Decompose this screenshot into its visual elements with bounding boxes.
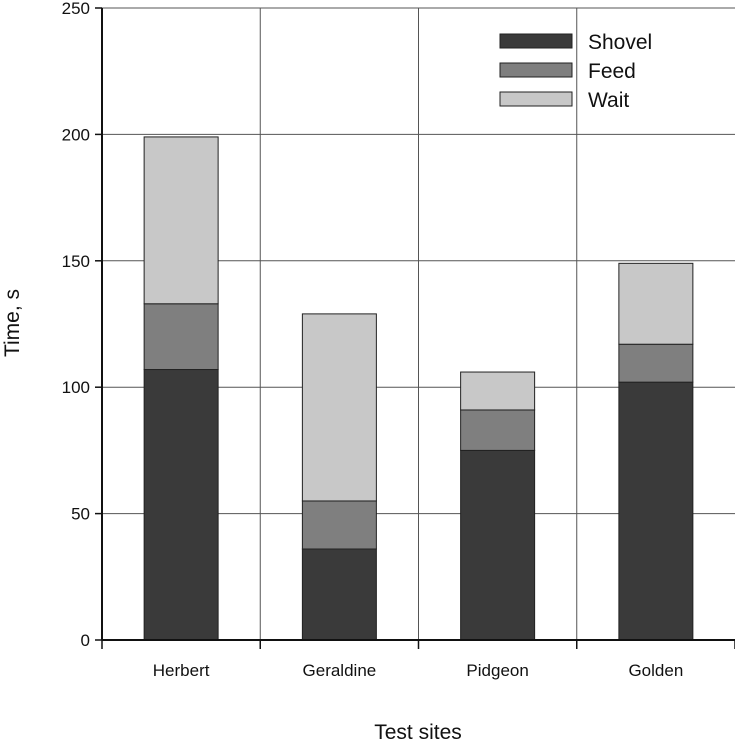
legend-label-wait: Wait	[588, 89, 629, 112]
bar-feed-pidgeon	[460, 409, 536, 451]
y-tick-label: 100	[62, 378, 90, 397]
y-tick-label: 50	[71, 505, 90, 524]
bar-wait-golden	[618, 262, 694, 345]
legend-label-shovel: Shovel	[588, 31, 652, 54]
y-tick-labels: 0 50 100 150 200 250	[62, 0, 90, 650]
bar-shovel-golden	[618, 381, 694, 641]
x-category-label: Pidgeon	[466, 661, 528, 680]
bar-feed-geraldine	[301, 500, 377, 550]
legend-label-feed: Feed	[588, 60, 636, 83]
bar-shovel-pidgeon	[460, 449, 536, 641]
bar-wait-pidgeon	[460, 371, 536, 411]
bar-feed-herbert	[143, 303, 219, 371]
legend-swatch-shovel	[499, 33, 573, 49]
x-axis-title: Test sites	[374, 721, 462, 742]
legend: Shovel Feed Wait	[499, 31, 652, 112]
y-tick-label: 150	[62, 252, 90, 271]
x-category-label: Geraldine	[303, 661, 377, 680]
x-category-label: Herbert	[153, 661, 210, 680]
y-tick-label: 0	[81, 631, 90, 650]
legend-swatch-feed	[499, 62, 573, 78]
y-axis-title: Time, s	[1, 289, 24, 357]
bar-wait-herbert	[143, 136, 219, 305]
bar-shovel-herbert	[143, 369, 219, 641]
y-tick-label: 250	[62, 0, 90, 18]
y-tick-label: 200	[62, 125, 90, 144]
bar-shovel-geraldine	[301, 548, 377, 641]
bar-feed-golden	[618, 343, 694, 383]
x-category-label: Golden	[628, 661, 683, 680]
legend-swatch-wait	[499, 91, 573, 107]
bar-wait-geraldine	[301, 313, 377, 502]
axes	[95, 7, 735, 649]
bars	[143, 136, 694, 641]
category-labels: Herbert Geraldine Pidgeon Golden	[153, 661, 684, 680]
